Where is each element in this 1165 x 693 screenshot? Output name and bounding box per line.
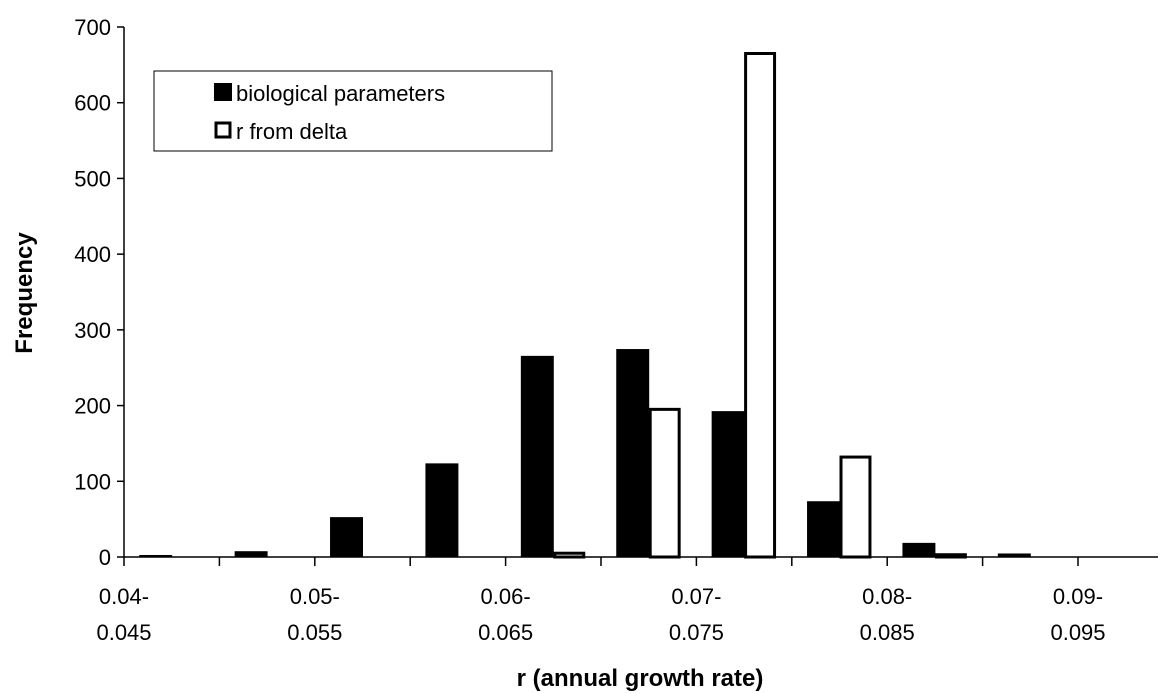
bar-r-from-delta (648, 407, 681, 559)
bar-biological-parameters (330, 517, 363, 558)
bar-biological-parameters (807, 501, 841, 558)
x-tick-label-line1: 0.06- (481, 584, 531, 609)
x-tick-label-line1: 0.08- (862, 584, 912, 609)
y-tick-label: 0 (99, 545, 111, 570)
legend: biological parameters r from delta (153, 70, 553, 152)
y-axis-title: Frequency (11, 232, 38, 354)
x-tick-label-line2: 0.065 (478, 620, 533, 645)
x-tick-label-line1: 0.09- (1053, 584, 1103, 609)
y-tick-label: 400 (74, 242, 111, 267)
bar-biological-parameters (902, 542, 936, 558)
legend-label-biological-parameters: biological parameters (236, 81, 445, 106)
x-tick-label-line1: 0.05- (290, 584, 340, 609)
x-tick-label-line2: 0.045 (96, 620, 151, 645)
y-tick-label: 700 (74, 15, 111, 40)
y-tick-label: 300 (74, 318, 111, 343)
bar-biological-parameters (616, 349, 650, 558)
x-axis-ticks: 0.04- 0.045 0.05- 0.055 0.06- 0.065 0.07- 0.075… (96, 557, 1106, 645)
x-tick-label-line1: 0.04- (99, 584, 149, 609)
legend-swatch-r-from-delta (214, 121, 232, 139)
bar-biological-parameters (711, 411, 745, 558)
bars (139, 52, 1031, 559)
bar-biological-parameters (234, 551, 268, 558)
x-tick-label-line1: 0.07- (671, 584, 721, 609)
bar-r-from-delta (744, 52, 777, 559)
y-axis-ticks: 0 100 200 300 400 500 600 700 (74, 15, 124, 570)
x-tick-label-line2: 0.095 (1050, 620, 1105, 645)
bar-biological-parameters (425, 463, 459, 558)
y-tick-label: 500 (74, 166, 111, 191)
y-tick-label: 600 (74, 91, 111, 116)
x-tick-label-line2: 0.055 (287, 620, 342, 645)
y-tick-label: 100 (74, 469, 111, 494)
legend-swatch-biological-parameters (214, 83, 232, 101)
x-tick-label-line2: 0.085 (860, 620, 915, 645)
bar-biological-parameters (520, 355, 554, 558)
bar-r-from-delta (839, 455, 872, 559)
y-tick-label: 200 (74, 394, 111, 419)
x-tick-label-line2: 0.075 (669, 620, 724, 645)
legend-label-r-from-delta: r from delta (236, 119, 348, 144)
x-axis-title: r (annual growth rate) (517, 665, 764, 692)
